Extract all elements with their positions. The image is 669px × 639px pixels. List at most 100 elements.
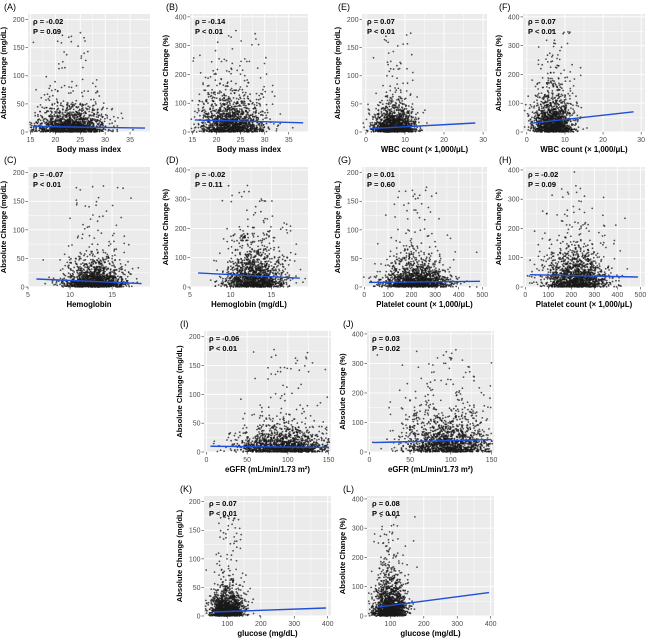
data-point	[111, 204, 114, 207]
x-axis-title: Body mass index	[57, 145, 122, 154]
data-point	[79, 103, 81, 106]
data-point	[243, 266, 245, 268]
data-point	[84, 285, 87, 288]
data-point	[84, 128, 87, 131]
data-point	[100, 260, 102, 262]
data-point	[230, 80, 233, 83]
data-point	[279, 113, 282, 115]
data-point	[88, 268, 91, 271]
data-point	[78, 108, 81, 111]
data-point	[246, 124, 248, 127]
data-point	[50, 116, 53, 118]
data-point	[64, 264, 67, 267]
data-point	[111, 107, 114, 110]
data-point	[273, 123, 275, 125]
data-point	[271, 84, 274, 87]
data-point	[220, 91, 223, 94]
data-point	[227, 268, 229, 270]
data-point	[102, 267, 104, 270]
data-point	[97, 257, 100, 260]
data-point	[257, 123, 260, 126]
data-point	[248, 103, 251, 105]
data-point	[63, 282, 66, 285]
data-point	[80, 278, 83, 281]
data-point	[265, 122, 268, 125]
data-point	[255, 111, 258, 114]
data-point	[67, 272, 70, 275]
data-point	[232, 97, 235, 99]
data-point	[236, 117, 239, 119]
data-point	[96, 252, 99, 255]
data-point	[124, 278, 127, 280]
data-point	[67, 245, 70, 247]
data-point	[64, 114, 67, 117]
data-point	[201, 100, 204, 103]
data-point	[122, 187, 124, 190]
data-point	[193, 116, 196, 118]
data-point	[227, 112, 230, 115]
y-tick-label: 400	[175, 14, 187, 21]
data-point	[244, 126, 246, 129]
data-point	[111, 264, 113, 267]
data-point	[247, 98, 250, 100]
data-point	[82, 124, 85, 126]
y-tick-label: 100	[13, 227, 25, 234]
data-point	[113, 265, 116, 268]
data-point	[244, 106, 247, 109]
data-point	[199, 71, 202, 74]
data-point	[59, 283, 61, 286]
data-point	[71, 115, 74, 118]
data-point	[75, 99, 78, 102]
data-point	[270, 265, 273, 267]
data-point	[207, 84, 210, 87]
data-point	[90, 252, 93, 255]
data-point	[111, 284, 113, 287]
data-point	[208, 128, 210, 131]
data-point	[55, 32, 58, 34]
data-point	[126, 280, 128, 283]
data-point	[80, 275, 83, 278]
data-point	[238, 105, 240, 107]
data-point	[81, 237, 83, 240]
data-point	[87, 130, 90, 133]
data-point	[215, 260, 218, 262]
data-point	[263, 62, 266, 65]
data-point	[252, 130, 255, 133]
data-point	[80, 109, 83, 112]
data-point	[86, 271, 89, 274]
data-point	[262, 124, 265, 126]
data-point	[275, 129, 278, 132]
data-point	[235, 123, 238, 126]
data-point	[88, 272, 91, 275]
data-point	[59, 269, 62, 272]
data-point	[104, 252, 107, 254]
data-point	[61, 268, 64, 270]
data-point	[210, 130, 213, 133]
data-point	[273, 248, 275, 251]
data-point	[247, 81, 250, 84]
data-point	[39, 119, 42, 122]
data-point	[89, 129, 91, 132]
data-point	[202, 129, 205, 132]
y-tick-label: 100	[13, 73, 25, 80]
data-point	[119, 266, 122, 269]
data-point	[73, 283, 76, 286]
data-point	[262, 232, 265, 235]
data-point	[255, 104, 258, 107]
data-point	[107, 268, 110, 270]
data-point	[57, 129, 59, 132]
data-point	[75, 203, 78, 206]
data-point	[71, 101, 74, 104]
data-point	[243, 93, 246, 96]
data-point	[89, 283, 92, 285]
data-point	[234, 254, 237, 257]
data-point	[112, 130, 114, 133]
data-point	[90, 285, 93, 288]
y-tick-label: 200	[13, 17, 25, 24]
data-point	[265, 116, 268, 119]
data-point	[241, 91, 244, 94]
data-point	[65, 116, 68, 118]
data-point	[277, 278, 280, 281]
data-point	[233, 92, 236, 95]
y-tick-label: 0	[183, 129, 187, 136]
